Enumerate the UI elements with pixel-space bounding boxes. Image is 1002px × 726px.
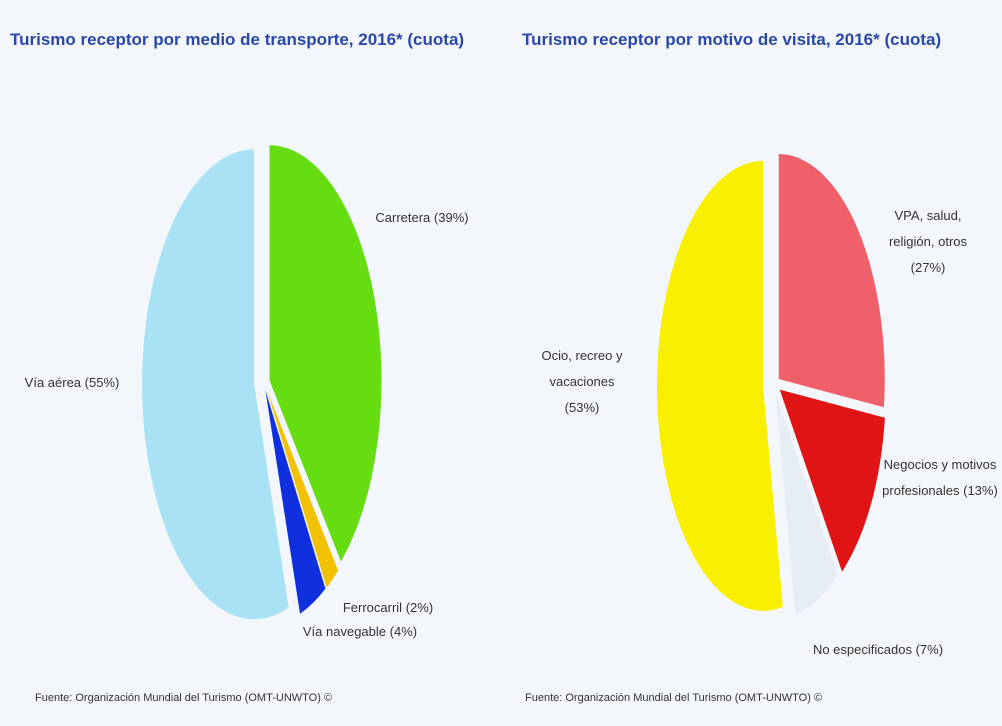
category-name: No especificados bbox=[812, 642, 912, 657]
slice-label: Ferrocarril (2%) bbox=[333, 595, 443, 621]
pie-slice bbox=[657, 160, 783, 611]
pie-slice bbox=[779, 389, 885, 572]
chart-title: Turismo receptor por medio de transporte… bbox=[10, 30, 465, 49]
value-label: (55%) bbox=[84, 375, 120, 390]
category-name: VPA, salud, religión, otros bbox=[888, 208, 968, 249]
category-name: Vía navegable bbox=[302, 624, 387, 639]
value-label: (13%) bbox=[963, 483, 998, 498]
value-label: (53%) bbox=[564, 400, 600, 415]
slice-label: No especificados (7%) bbox=[798, 637, 958, 663]
value-label: (4%) bbox=[389, 624, 418, 639]
category-name: Vía aérea bbox=[24, 375, 82, 390]
category-name: Negocios y motivos profesionales bbox=[882, 457, 997, 498]
source: Fuente: Organización Mundial del Turismo… bbox=[35, 692, 333, 704]
value-label: (39%) bbox=[433, 210, 469, 225]
slice-label: Vía navegable (4%) bbox=[290, 619, 430, 645]
value-label: (2%) bbox=[405, 600, 434, 615]
value-label: (27%) bbox=[910, 260, 946, 275]
pie-slice bbox=[775, 393, 838, 615]
category-name: Ferrocarril bbox=[342, 600, 403, 615]
category-name: Ocio, recreo y vacaciones bbox=[541, 348, 623, 389]
slice-label: Ocio, recreo y vacaciones (53%) bbox=[532, 343, 632, 421]
category-name: Carretera bbox=[375, 210, 431, 225]
pie-slice bbox=[265, 390, 326, 614]
chart-title: Turismo receptor por motivo de visita, 2… bbox=[522, 30, 942, 49]
slice-label: Carretera (39%) bbox=[362, 205, 482, 231]
pie-slice bbox=[142, 149, 289, 620]
slice-label: Vía aérea (55%) bbox=[12, 370, 132, 396]
value-label: (7%) bbox=[915, 642, 944, 657]
slice-label: Negocios y motivos profesionales (13%) bbox=[880, 452, 1000, 504]
pie-slice bbox=[269, 145, 382, 562]
slice-label: VPA, salud, religión, otros (27%) bbox=[883, 203, 973, 281]
source: Fuente: Organización Mundial del Turismo… bbox=[525, 692, 823, 704]
pie-slice bbox=[778, 154, 885, 408]
pie-slice bbox=[266, 389, 339, 588]
